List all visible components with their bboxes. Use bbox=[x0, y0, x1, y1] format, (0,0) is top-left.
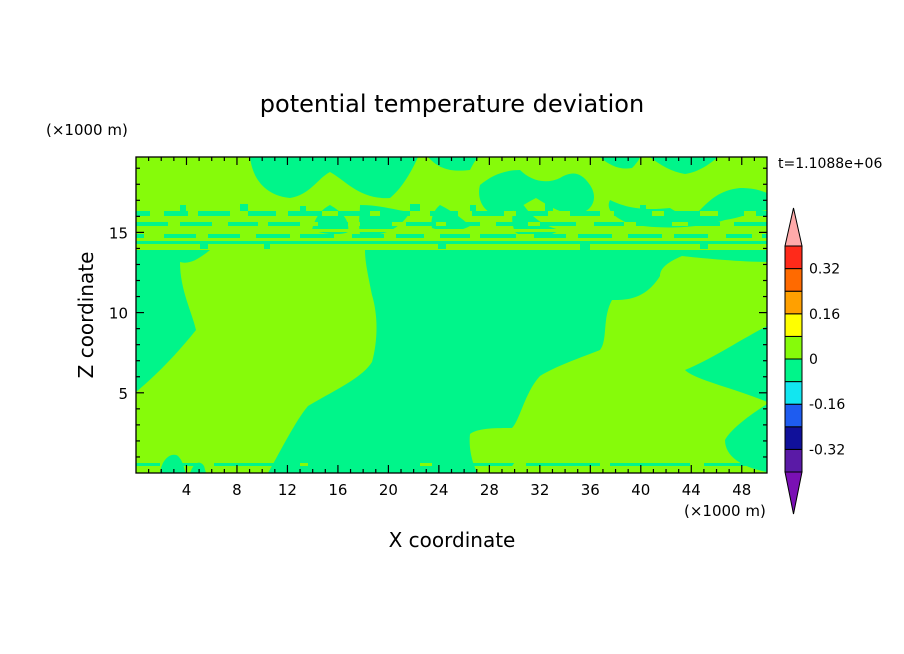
upper-negative-patch-4 bbox=[479, 170, 595, 215]
x-tick-label: 16 bbox=[328, 481, 347, 499]
colorbar-tick-label: 0.16 bbox=[809, 307, 840, 323]
time-label: t=1.1088e+06 bbox=[778, 156, 882, 172]
x-axis-title: X coordinate bbox=[389, 528, 516, 552]
y-tick-label: 5 bbox=[118, 385, 128, 403]
colorbar-swatch bbox=[784, 268, 803, 292]
colorbar-tick-label: 0.32 bbox=[809, 262, 840, 278]
x-tick-label: 36 bbox=[581, 481, 600, 499]
colorbar-swatch bbox=[784, 426, 803, 450]
bottom-left-blob bbox=[160, 454, 186, 473]
y-tick-label: 10 bbox=[109, 305, 128, 323]
upper-negative-patch-5 bbox=[512, 200, 560, 238]
colorbar-swatch bbox=[784, 245, 803, 270]
upper-negative-patch-7 bbox=[650, 157, 718, 174]
colorbar-swatch bbox=[784, 335, 803, 360]
x-tick-label: 8 bbox=[232, 481, 242, 499]
colorbar-tick-label: -0.16 bbox=[809, 397, 845, 413]
x-tick-label: 24 bbox=[429, 481, 448, 499]
colorbar-tick-label: -0.32 bbox=[809, 442, 845, 458]
upper-negative-patch-8 bbox=[600, 157, 640, 169]
colorbar-swatch bbox=[784, 403, 803, 428]
negative-anomaly-right bbox=[685, 326, 767, 402]
upper-negative-patch-1 bbox=[250, 157, 418, 199]
x-tick-label: 44 bbox=[682, 481, 701, 499]
x-tick-label: 20 bbox=[379, 481, 398, 499]
x-tick-label: 32 bbox=[530, 481, 549, 499]
colorbar-under-triangle bbox=[784, 471, 803, 515]
colorbar-swatch bbox=[784, 313, 803, 337]
x-tick-label: 48 bbox=[732, 481, 751, 499]
colorbar-swatch bbox=[784, 290, 803, 315]
colorbar-tick-label: 0 bbox=[809, 352, 818, 368]
upper-negative-patch-3 bbox=[428, 157, 480, 171]
x-tick-label: 40 bbox=[631, 481, 650, 499]
x-unit-label: (×1000 m) bbox=[684, 502, 766, 520]
y-unit-label: (×1000 m) bbox=[46, 121, 128, 139]
colorbar-swatch bbox=[784, 381, 803, 405]
x-axis bbox=[148, 157, 755, 473]
negative-anomaly-lower-right bbox=[725, 404, 767, 472]
bottom-mid-blob bbox=[510, 461, 524, 473]
chart-title: potential temperature deviation bbox=[260, 90, 644, 118]
x-tick-label: 4 bbox=[182, 481, 192, 499]
y-axis-title: Z coordinate bbox=[74, 252, 98, 379]
turbulent-layer bbox=[136, 203, 767, 250]
y-axis bbox=[136, 167, 767, 458]
upper-negative-patch-6 bbox=[608, 188, 767, 228]
y-tick-label: 15 bbox=[109, 224, 128, 242]
x-tick-label: 12 bbox=[278, 481, 297, 499]
colorbar-over-triangle bbox=[784, 207, 803, 247]
contour-field bbox=[136, 157, 767, 473]
bottom-boundary-layer bbox=[136, 463, 767, 466]
negative-anomaly-region bbox=[136, 250, 767, 473]
bottom-left-blob-2 bbox=[190, 462, 206, 473]
colorbar-swatch bbox=[784, 358, 803, 383]
colorbar: 0.32 0.16 0 -0.16 -0.32 bbox=[784, 207, 845, 515]
colorbar-swatch bbox=[784, 448, 803, 473]
x-tick-label: 28 bbox=[480, 481, 499, 499]
